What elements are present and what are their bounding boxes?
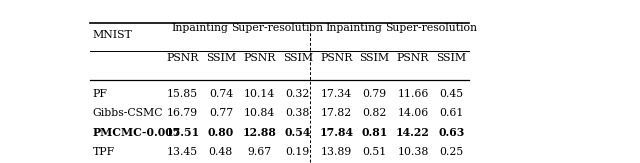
Text: PMCMC-0.005: PMCMC-0.005 <box>92 127 180 139</box>
Text: 16.79: 16.79 <box>167 108 198 118</box>
Text: 17.51: 17.51 <box>165 127 200 139</box>
Text: 10.38: 10.38 <box>397 147 429 157</box>
Text: Inpainting: Inpainting <box>326 23 383 33</box>
Text: 9.67: 9.67 <box>247 147 271 157</box>
Text: Gibbs-CSMC: Gibbs-CSMC <box>92 108 163 118</box>
Text: 0.19: 0.19 <box>285 147 310 157</box>
Text: 17.82: 17.82 <box>321 108 352 118</box>
Text: PSNR: PSNR <box>166 53 198 64</box>
Text: 0.38: 0.38 <box>285 108 310 118</box>
Text: 0.48: 0.48 <box>209 147 233 157</box>
Text: 10.14: 10.14 <box>244 89 275 99</box>
Text: 11.66: 11.66 <box>397 89 429 99</box>
Text: 13.89: 13.89 <box>321 147 352 157</box>
Text: 14.06: 14.06 <box>397 108 429 118</box>
Text: 17.84: 17.84 <box>319 127 353 139</box>
Text: 0.32: 0.32 <box>285 89 310 99</box>
Text: 0.25: 0.25 <box>440 147 463 157</box>
Text: 0.61: 0.61 <box>439 108 464 118</box>
Text: PSNR: PSNR <box>243 53 275 64</box>
Text: SSIM: SSIM <box>360 53 390 64</box>
Text: 0.63: 0.63 <box>438 127 465 139</box>
Text: 13.45: 13.45 <box>167 147 198 157</box>
Text: PF: PF <box>92 89 108 99</box>
Text: Inpainting: Inpainting <box>172 23 228 33</box>
Text: TPF: TPF <box>92 147 115 157</box>
Text: Super-resolution: Super-resolution <box>231 23 323 33</box>
Text: 15.85: 15.85 <box>167 89 198 99</box>
Text: 14.22: 14.22 <box>396 127 430 139</box>
Text: 0.79: 0.79 <box>363 89 387 99</box>
Text: SSIM: SSIM <box>283 53 313 64</box>
Text: 0.81: 0.81 <box>362 127 388 139</box>
Text: SSIM: SSIM <box>436 53 467 64</box>
Text: 10.84: 10.84 <box>244 108 275 118</box>
Text: SSIM: SSIM <box>206 53 236 64</box>
Text: PSNR: PSNR <box>320 53 353 64</box>
Text: 0.80: 0.80 <box>208 127 234 139</box>
Text: 0.54: 0.54 <box>285 127 311 139</box>
Text: Super-resolution: Super-resolution <box>385 23 477 33</box>
Text: 12.88: 12.88 <box>243 127 276 139</box>
Text: 0.74: 0.74 <box>209 89 233 99</box>
Text: 0.77: 0.77 <box>209 108 233 118</box>
Text: 0.82: 0.82 <box>362 108 387 118</box>
Text: 0.45: 0.45 <box>440 89 463 99</box>
Text: 0.51: 0.51 <box>362 147 387 157</box>
Text: MNIST: MNIST <box>92 30 132 40</box>
Text: PSNR: PSNR <box>397 53 429 64</box>
Text: 17.34: 17.34 <box>321 89 352 99</box>
